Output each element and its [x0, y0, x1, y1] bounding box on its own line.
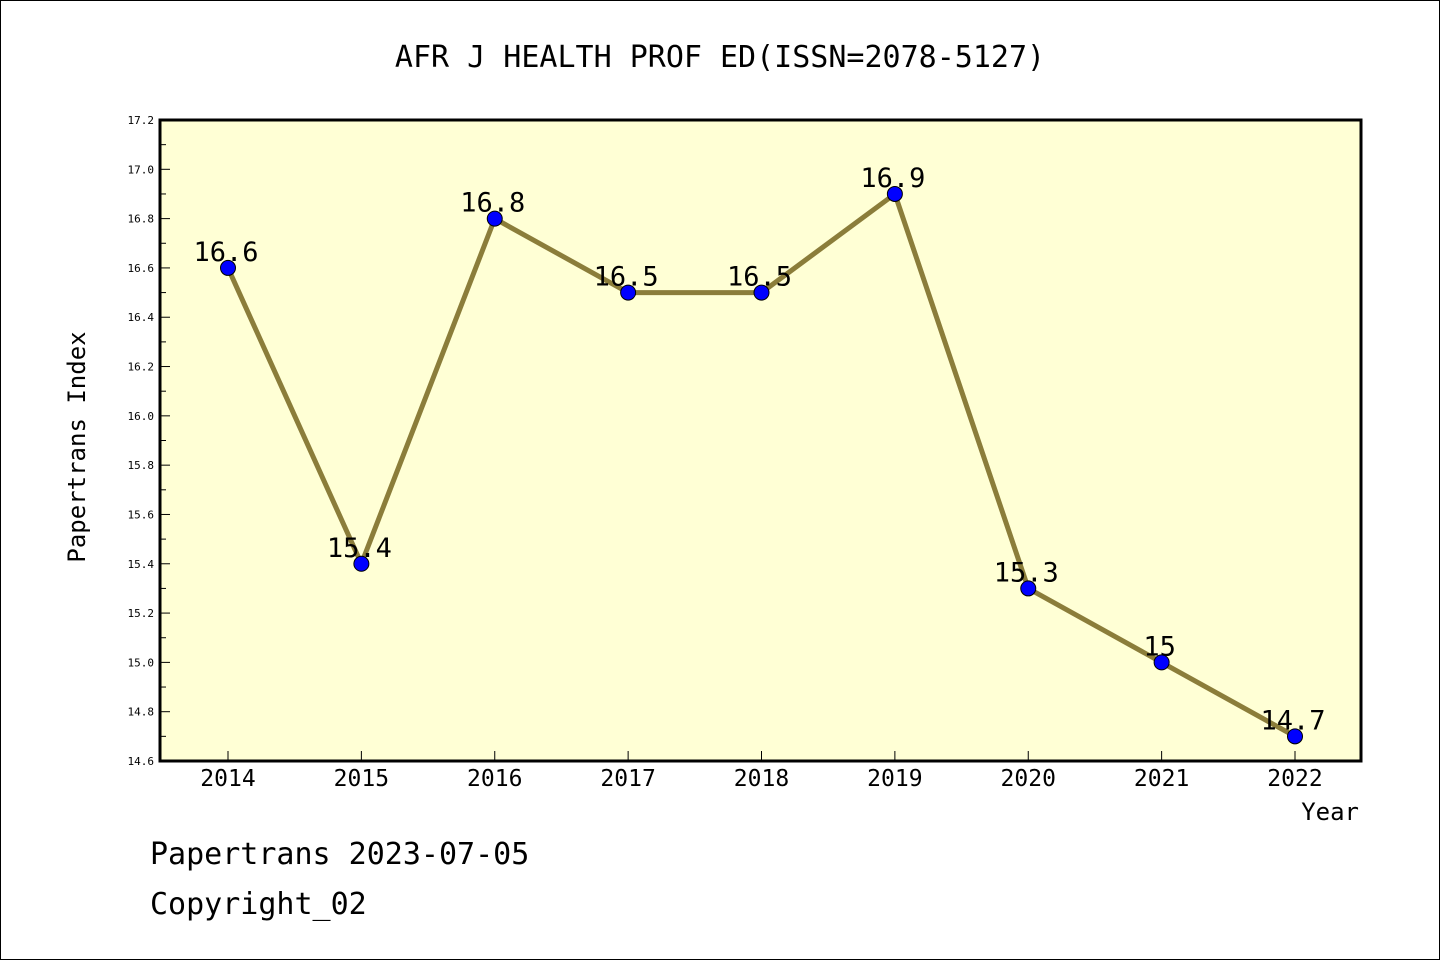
y-tick-label: 14.6: [128, 755, 155, 768]
x-axis-ticks: 2014 2015 2016 2017 2018 2019 2020 2021 2022: [200, 751, 1323, 792]
y-tick-label: 16.8: [128, 213, 155, 226]
data-markers: [220, 185, 1303, 745]
footer-date: Papertrans 2023-07-05: [150, 837, 529, 872]
y-tick-label: 15.2: [128, 607, 155, 620]
y-tick-label: 17.2: [128, 114, 155, 127]
x-tick-label: 2022: [1267, 766, 1322, 792]
y-tick-label: 16.2: [128, 361, 155, 374]
y-tick-label: 16.4: [128, 311, 155, 324]
data-label: 16.6: [193, 237, 258, 268]
y-tick-label: 15.0: [128, 656, 155, 669]
data-labels: 16.6 15.4 16.8 16.5 16.5 16.9 15.3 15 14.7: [193, 163, 1325, 736]
data-label: 16.5: [727, 262, 792, 293]
y-tick-label: 14.8: [128, 706, 155, 719]
data-point: [1287, 728, 1303, 745]
x-tick-label: 2018: [734, 766, 789, 792]
y-tick-label: 15.4: [128, 558, 155, 571]
x-tick-label: 2021: [1134, 766, 1189, 792]
x-tick-label: 2020: [1001, 766, 1056, 792]
data-label: 16.5: [594, 262, 659, 293]
footer-copyright: Copyright_02: [150, 887, 367, 922]
data-point: [353, 555, 370, 572]
data-point: [620, 284, 637, 301]
x-axis-title: Year: [1301, 798, 1359, 826]
data-label: 14.7: [1260, 705, 1325, 736]
y-tick-label: 15.8: [128, 459, 155, 472]
data-point: [220, 259, 236, 276]
data-label: 16.9: [860, 163, 925, 194]
data-point: [886, 185, 903, 202]
data-point: [1020, 580, 1037, 597]
x-tick-label: 2015: [334, 766, 389, 792]
plot-area: [160, 120, 1361, 761]
data-point: [486, 210, 503, 227]
y-axis-ticks: 14.6 14.8 15.0 15.2 15.4 15.6 15.8 16.0 16.2 16.4…: [128, 114, 170, 768]
data-point: [753, 284, 770, 301]
data-point: [1153, 654, 1170, 671]
x-tick-label: 2016: [467, 766, 522, 792]
data-label: 15: [1143, 631, 1176, 662]
y-axis-title: Papertrans Index: [63, 331, 91, 562]
data-label: 16.8: [460, 188, 525, 219]
y-tick-label: 16.6: [128, 262, 155, 275]
chart-title: AFR J HEALTH PROF ED(ISSN=2078-5127): [395, 40, 1045, 75]
x-tick-label: 2017: [600, 766, 655, 792]
x-tick-label: 2014: [200, 766, 255, 792]
y-tick-label: 15.6: [128, 508, 155, 521]
x-tick-label: 2019: [867, 766, 922, 792]
data-label: 15.4: [327, 533, 392, 564]
y-tick-label: 17.0: [128, 163, 155, 176]
data-label: 15.3: [994, 557, 1059, 588]
y-tick-label: 16.0: [128, 410, 155, 423]
plot-border: [158, 118, 1363, 763]
